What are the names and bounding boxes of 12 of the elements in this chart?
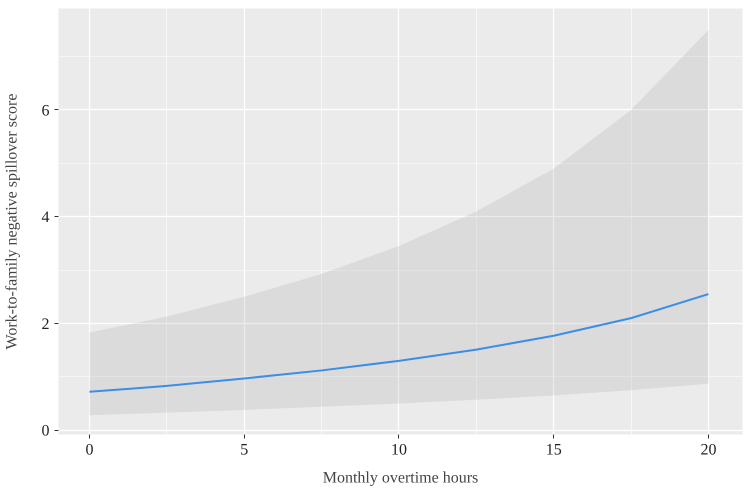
x-tick-label: 0	[85, 442, 94, 458]
y-tick-label: 2	[42, 316, 50, 333]
x-axis-title: Monthly overtime hours	[322, 470, 478, 486]
line-series	[88, 293, 710, 393]
x-tick-label: 20	[700, 442, 716, 458]
x-tick-label: 15	[546, 442, 562, 458]
x-tick-label: 10	[390, 442, 407, 458]
y-tick-label: 0	[42, 422, 50, 440]
y-tick-label: 6	[42, 102, 50, 120]
y-axis-title: Work-to-family negative spillover score	[4, 94, 20, 350]
x-tick-label: 5	[240, 442, 248, 458]
y-tick-label: 4	[42, 209, 50, 226]
